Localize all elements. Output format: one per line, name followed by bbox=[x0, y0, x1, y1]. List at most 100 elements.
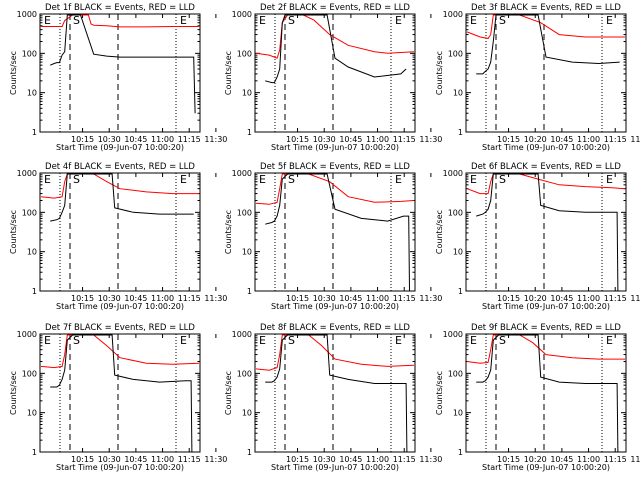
x-tick-label: 11:00 bbox=[366, 455, 389, 464]
panel-det-2: Det 2f BLACK = Events, RED = LLD 1 10 100 10… bbox=[224, 3, 442, 152]
chart-title: Det 7f BLACK = Events, RED = LLD bbox=[45, 323, 195, 333]
y-tick-label: 100 bbox=[448, 208, 463, 217]
x-axis-label: Start Time (09-Jun-07 10:00:20) bbox=[482, 463, 610, 472]
series-line-lld bbox=[255, 14, 415, 59]
y-tick-label: 1000 bbox=[443, 10, 463, 19]
marker-label: E bbox=[259, 173, 266, 186]
x-tick-label: 11:30 bbox=[204, 294, 227, 303]
panel-det-6: Det 6f BLACK = Events, RED = LLD 1 10 100 10… bbox=[435, 162, 640, 311]
marker-label: E bbox=[470, 173, 477, 186]
y-tick-label: 100 bbox=[237, 208, 252, 217]
x-tick-label: 11:30 bbox=[419, 135, 442, 144]
x-tick-label: 10:45 bbox=[339, 294, 362, 303]
x-axis-label: Start Time (09-Jun-07 10:00:20) bbox=[271, 463, 399, 472]
y-tick-label: 100 bbox=[448, 369, 463, 378]
x-tick-label: 10:15 bbox=[71, 135, 94, 144]
y-tick-label: 1 bbox=[247, 287, 252, 296]
x-tick-label: 10:45 bbox=[550, 455, 573, 464]
y-tick-label: 100 bbox=[448, 49, 463, 58]
y-tick-label: 1 bbox=[32, 448, 37, 457]
x-tick-label: 11:15 bbox=[604, 135, 627, 144]
y-tick-label: 1 bbox=[32, 128, 37, 137]
y-tick-label: 100 bbox=[22, 49, 37, 58]
panel-det-5: Det 5f BLACK = Events, RED = LLD 1 10 100 10… bbox=[224, 162, 442, 311]
x-axis-label: Start Time (09-Jun-07 10:00:20) bbox=[56, 463, 184, 472]
marker-label: E bbox=[606, 334, 613, 347]
series-line-lld bbox=[40, 173, 199, 199]
marker-label: S bbox=[499, 173, 506, 186]
x-tick-label: 11:00 bbox=[151, 455, 174, 464]
y-tick-label: 100 bbox=[237, 369, 252, 378]
y-axis-label: Counts/sec bbox=[224, 371, 233, 415]
x-tick-label: 11:30 bbox=[630, 294, 640, 303]
marker-label: E bbox=[180, 173, 187, 186]
y-tick-label: 1 bbox=[32, 287, 37, 296]
panel-det-7: Det 7f BLACK = Events, RED = LLD 1 10 100 10… bbox=[9, 323, 227, 472]
x-tick-label: 10:20 bbox=[524, 455, 547, 464]
marker-label: E bbox=[606, 14, 613, 27]
x-axis-label: Start Time (09-Jun-07 10:00:20) bbox=[271, 302, 399, 311]
series-line-lld bbox=[40, 334, 200, 369]
y-axis-label: Counts/sec bbox=[9, 210, 18, 254]
x-tick-label: 10:15 bbox=[71, 455, 94, 464]
marker-label: E bbox=[395, 334, 402, 347]
plot-frame bbox=[39, 172, 201, 292]
series-line-events bbox=[50, 334, 193, 453]
series-line-events bbox=[50, 173, 194, 222]
series-line-lld bbox=[466, 334, 625, 364]
x-tick-label: 10:15 bbox=[71, 294, 94, 303]
y-axis-label: Counts/sec bbox=[9, 371, 18, 415]
chart-title: Det 9f BLACK = Events, RED = LLD bbox=[471, 323, 621, 333]
chart-title: Det 4f BLACK = Events, RED = LLD bbox=[45, 162, 195, 172]
y-axis-label: Counts/sec bbox=[435, 210, 444, 254]
x-tick-label: 10:15 bbox=[497, 135, 520, 144]
panel-det-1: Det 1f BLACK = Events, RED = LLD 1 10 100 10… bbox=[9, 3, 227, 152]
x-tick-label: 11:15 bbox=[178, 135, 201, 144]
plot-frame bbox=[39, 333, 201, 453]
y-tick-label: 10 bbox=[242, 89, 252, 98]
y-axis-label: Counts/sec bbox=[224, 210, 233, 254]
plot-frame bbox=[465, 172, 627, 292]
x-axis-label: Start Time (09-Jun-07 10:00:20) bbox=[271, 143, 399, 152]
plot-frame bbox=[254, 172, 416, 292]
plot-frame bbox=[254, 333, 416, 453]
series-line-lld bbox=[41, 14, 199, 28]
y-axis-label: Counts/sec bbox=[9, 51, 18, 95]
marker-label: S bbox=[499, 14, 506, 27]
series-line-lld bbox=[255, 173, 415, 205]
x-tick-label: 11:00 bbox=[577, 135, 600, 144]
y-tick-label: 1000 bbox=[443, 330, 463, 339]
y-tick-label: 10 bbox=[453, 248, 463, 257]
marker-label: S bbox=[288, 14, 295, 27]
marker-label: E bbox=[180, 334, 187, 347]
chart-title: Det 1f BLACK = Events, RED = LLD bbox=[45, 3, 195, 13]
marker-label: E bbox=[606, 173, 613, 186]
y-tick-label: 10 bbox=[242, 409, 252, 418]
x-tick-label: 11:00 bbox=[151, 294, 174, 303]
x-tick-label: 11:30 bbox=[204, 135, 227, 144]
x-tick-label: 11:30 bbox=[630, 135, 640, 144]
marker-label: E bbox=[44, 334, 51, 347]
marker-label: S bbox=[73, 334, 80, 347]
y-tick-label: 1000 bbox=[17, 330, 37, 339]
x-tick-label: 11:15 bbox=[178, 455, 201, 464]
x-tick-label: 10:30 bbox=[98, 455, 121, 464]
y-tick-label: 1 bbox=[247, 128, 252, 137]
x-tick-label: 10:15 bbox=[286, 135, 309, 144]
chart-title: Det 2f BLACK = Events, RED = LLD bbox=[260, 3, 410, 13]
panel-det-9: Det 9f BLACK = Events, RED = LLD 1 10 100 10… bbox=[435, 323, 640, 472]
x-tick-label: 10:20 bbox=[524, 135, 547, 144]
y-tick-label: 1 bbox=[458, 448, 463, 457]
marker-label: E bbox=[44, 14, 51, 27]
y-tick-label: 10 bbox=[453, 409, 463, 418]
series-line-events bbox=[476, 334, 619, 453]
y-tick-label: 1000 bbox=[232, 169, 252, 178]
y-tick-label: 1000 bbox=[17, 10, 37, 19]
x-tick-label: 10:15 bbox=[286, 455, 309, 464]
y-tick-label: 1000 bbox=[232, 10, 252, 19]
x-tick-label: 11:00 bbox=[366, 135, 389, 144]
x-tick-label: 11:15 bbox=[393, 455, 416, 464]
x-tick-label: 11:15 bbox=[393, 135, 416, 144]
